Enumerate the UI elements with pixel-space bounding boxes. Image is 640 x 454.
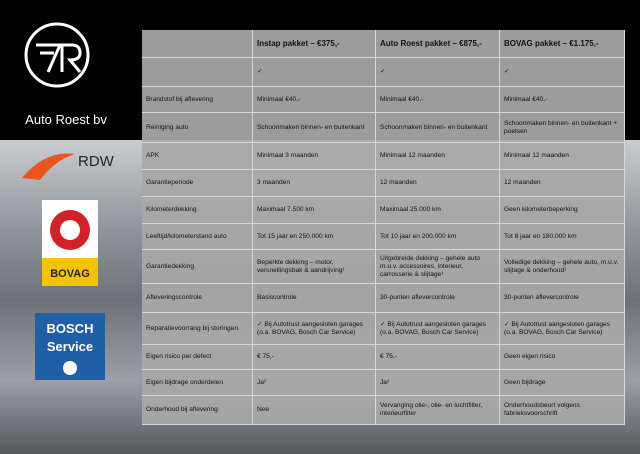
brand: Auto Roest bv: [25, 112, 107, 127]
table-cell: Volledige dekking – gehele auto, m.u.v. …: [500, 250, 625, 284]
row-label: Eigen risico per defect: [142, 345, 253, 370]
table-cell: € 75,-: [376, 345, 500, 370]
table-cell: Schoonmaken binnen- en buitenkant: [253, 113, 376, 143]
table-cell: Tot 8 jaar en 180.000 km: [500, 224, 625, 250]
table-cell: Maximaal 7.500 km: [253, 197, 376, 224]
table-cell: Ja²: [376, 370, 500, 396]
table-cell: Minimaal 12 maanden: [500, 143, 625, 170]
column-header: Auto Roest pakket – €875,-: [376, 30, 500, 58]
empty-label-cell: [142, 58, 253, 87]
comparison-table: Instap pakket – €375,- Auto Roest pakket …: [142, 30, 625, 425]
table-cell: 30-punten aflevercontrole: [376, 284, 500, 313]
table-cell: Minimaal 3 maanden: [253, 143, 376, 170]
logo: Auto Roest bv: [24, 22, 107, 127]
check-cell: ✓: [500, 58, 625, 87]
table-cell: 12 maanden: [500, 170, 625, 197]
logos: RDW BOVAG BOSCH Service: [22, 153, 115, 380]
table-cell: 12 maanden: [376, 170, 500, 197]
row-label: Kilometerdekking: [142, 197, 253, 224]
check-cell: ✓: [376, 58, 500, 87]
table-cell: 3 maanden: [253, 170, 376, 197]
table-cell: Tot 10 jaar en 200.000 km: [376, 224, 500, 250]
row-label: Eigen bijdrage onderdelen: [142, 370, 253, 396]
service-logo: Service: [47, 339, 93, 354]
table-cell: Maximaal 25.000 km: [376, 197, 500, 224]
table-cell: ✓ Bij Autotrust aangesloten garages (o.a…: [500, 313, 625, 345]
table-cell: Tot 15 jaar en 250.000 km: [253, 224, 376, 250]
table-cell: Minimaal €40,-: [376, 87, 500, 113]
table-cell: Geen kilometerbeperking: [500, 197, 625, 224]
row-label: Reiniging auto: [142, 113, 253, 143]
rdw-logo: RDW: [78, 153, 115, 170]
table-cell: Vervanging olie-, olie- en luchtfilter, …: [376, 396, 500, 425]
table-cell: Onderhoudsbeurt volgens fabrieksvoorschr…: [500, 396, 625, 425]
table-cell: Ja²: [253, 370, 376, 396]
row-label: Garantiedekking: [142, 250, 253, 284]
table-cell: 30-punten aflevercontrole: [500, 284, 625, 313]
table-cell: Geen eigen risico: [500, 345, 625, 370]
table-cell: ✓ Bij Autotrust aangesloten garages (o.a…: [253, 313, 376, 345]
table-cell: Minimaal 12 maanden: [376, 143, 500, 170]
check-cell: ✓: [253, 58, 376, 87]
row-label: Onderhoud bij aflevering: [142, 396, 253, 425]
row-label: Leeftijd/kilometerstand auto: [142, 224, 253, 250]
bosch-logo: BOSCH: [47, 321, 94, 336]
column-header: Instap pakket – €375,-: [253, 30, 376, 58]
table-cell: Minimaal €40,-: [500, 87, 625, 113]
table-cell: Minimaal €40,-: [253, 87, 376, 113]
corner-cell: [142, 30, 253, 58]
row-label: Brandstof bij aflevering: [142, 87, 253, 113]
table-cell: Geen bijdrage: [500, 370, 625, 396]
table-cell: € 75,-: [253, 345, 376, 370]
table-cell: Basiscontrole: [253, 284, 376, 313]
table-cell: Beperkte dekking – motor, versnellingsba…: [253, 250, 376, 284]
column-header: BOVAG pakket – €1.175,-: [500, 30, 625, 58]
table-cell: Uitgebreide dekking – gehele auto m.u.v.…: [376, 250, 500, 284]
table-cell: Nee: [253, 396, 376, 425]
row-label: APK: [142, 143, 253, 170]
bovag-logo: BOVAG: [50, 268, 90, 280]
row-label: Afleveringscontrole: [142, 284, 253, 313]
table-cell: ✓ Bij Autotrust aangesloten garages (o.a…: [376, 313, 500, 345]
table-cell: Schoonmaken binnen- en buitenkant + poet…: [500, 113, 625, 143]
row-label: Garantieperiode: [142, 170, 253, 197]
row-label: Reparatievoorrang bij storingen: [142, 313, 253, 345]
table-cell: Schoonmaken binnen- en buitenkant: [376, 113, 500, 143]
